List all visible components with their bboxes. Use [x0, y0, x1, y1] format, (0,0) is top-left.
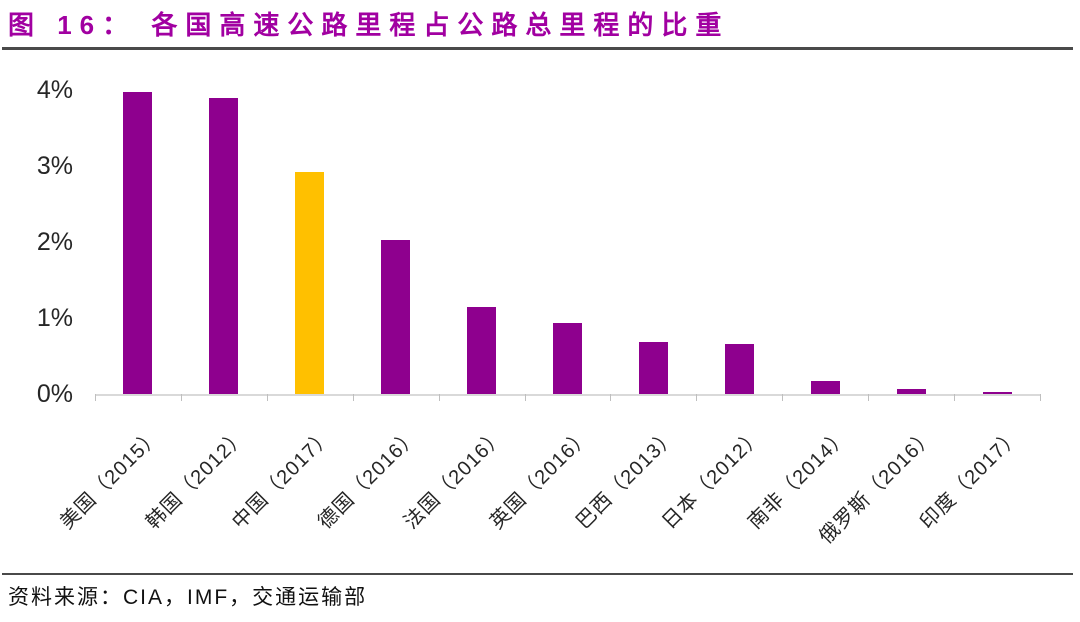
source-divider [2, 573, 1073, 575]
bar-7 [724, 343, 754, 394]
axis-tick [782, 394, 784, 401]
bar-1 [209, 97, 239, 394]
y-tick-label: 2% [36, 228, 73, 256]
bar-10 [982, 392, 1012, 394]
x-axis-line [95, 394, 1040, 396]
axis-tick [95, 394, 96, 401]
y-tick-label: 4% [36, 76, 73, 104]
bar-8 [810, 381, 840, 394]
bar-9 [896, 389, 926, 394]
bar-0 [123, 92, 153, 394]
y-tick-label: 3% [36, 152, 73, 180]
bar-3 [381, 239, 411, 394]
bar-6 [638, 341, 668, 394]
source-note: 资料来源：CIA，IMF，交通运输部 [8, 586, 368, 609]
axis-tick [352, 394, 354, 401]
axis-tick [266, 394, 268, 401]
axis-tick [610, 394, 612, 401]
axis-tick [1040, 394, 1041, 401]
bar-5 [553, 322, 582, 394]
axis-tick [696, 394, 698, 401]
axis-tick [868, 394, 870, 401]
bar-4 [467, 307, 497, 394]
axis-tick [954, 394, 956, 401]
axis-tick [180, 394, 182, 401]
bar-2 [295, 172, 325, 394]
axis-tick [438, 394, 440, 401]
axis-tick [524, 394, 526, 401]
figure-title: 图 16： 各国高速公路里程占公路总里程的比重 [8, 10, 730, 40]
title-divider [2, 47, 1073, 50]
y-tick-label: 0% [36, 380, 73, 408]
y-tick-label: 1% [36, 304, 73, 332]
